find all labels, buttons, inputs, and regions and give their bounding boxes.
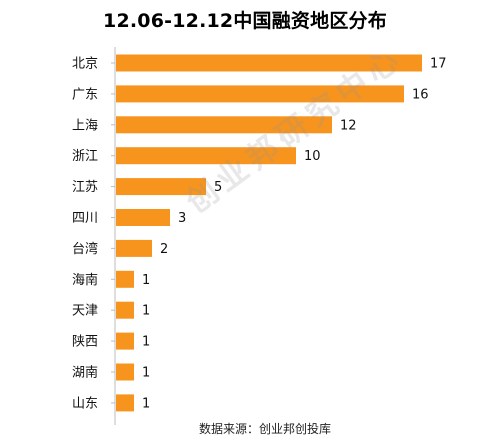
bar-value-label: 1 [142, 396, 150, 411]
bar-value-label: 1 [142, 366, 150, 381]
category-label: 北京 [72, 57, 98, 72]
bar [116, 178, 206, 196]
bar-value-label: 3 [178, 211, 186, 226]
bar-value-label: 1 [142, 335, 150, 350]
bar-value-label: 2 [160, 242, 168, 257]
bar [116, 270, 134, 288]
bar [116, 239, 152, 257]
category-label: 广东 [72, 87, 98, 102]
bar [116, 301, 134, 319]
chart-title: 12.06-12.12中国融资地区分布 [103, 10, 387, 32]
bar-value-label: 1 [142, 304, 150, 319]
bar-value-label: 1 [142, 273, 150, 288]
bar-value-label: 16 [412, 87, 429, 102]
bar [116, 332, 134, 350]
category-label: 浙江 [72, 149, 98, 164]
bar-value-label: 5 [214, 180, 222, 195]
bar [116, 85, 404, 103]
category-label: 天津 [72, 304, 98, 319]
category-label: 江苏 [72, 179, 98, 195]
category-label: 湖南 [72, 365, 98, 381]
bar [116, 363, 134, 381]
bar [116, 394, 134, 412]
category-label: 四川 [72, 211, 98, 226]
source-note: 数据来源：创业邦创投库 [198, 422, 331, 436]
bars-layer: 北京 17 广东 16 上海 12 浙江 10 江苏 5 四川 3 台湾 2 海南 1 天津 1 陕西 1 湖南 1 山东 1 [72, 54, 447, 412]
category-label: 陕西 [72, 335, 98, 350]
bar [116, 209, 170, 226]
category-label: 山东 [72, 396, 98, 411]
bar-value-label: 17 [430, 57, 447, 72]
bar [116, 116, 332, 134]
bar-value-label: 10 [304, 149, 321, 164]
category-label: 海南 [72, 272, 98, 288]
category-label: 上海 [72, 118, 98, 133]
category-label: 台湾 [72, 241, 98, 257]
bar [116, 54, 422, 72]
bar [116, 147, 296, 165]
bar-value-label: 12 [340, 118, 357, 133]
